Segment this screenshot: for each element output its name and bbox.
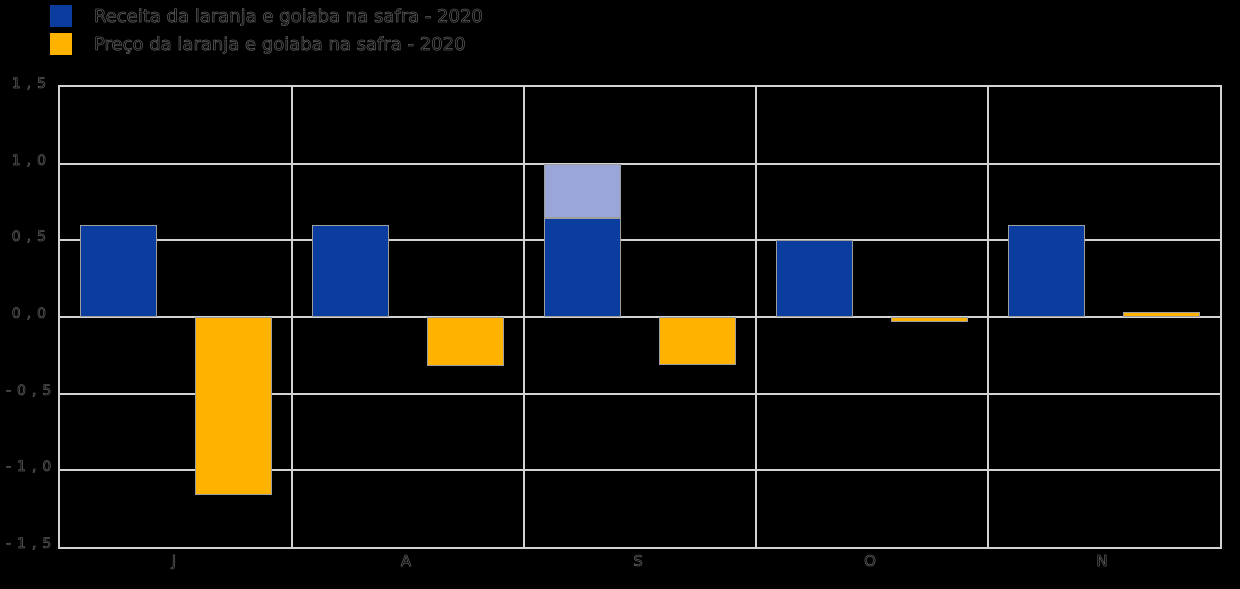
gridline-vertical — [987, 87, 989, 547]
y-tick-label: 0,5 — [11, 229, 52, 246]
x-tick-label: N — [1096, 552, 1108, 571]
bar-orange — [1123, 312, 1200, 317]
plot-area — [58, 85, 1222, 549]
y-tick-label: 1,5 — [11, 76, 52, 93]
gridline-vertical — [523, 87, 525, 547]
y-tick-label: 0,0 — [11, 306, 52, 323]
legend-label-blue: Receita da laranja e goiaba na safra - 2… — [94, 5, 483, 27]
bar-blue — [1008, 225, 1085, 317]
gridline-horizontal — [60, 316, 1220, 318]
bar-orange — [427, 317, 504, 367]
bar-blue — [80, 225, 157, 317]
x-tick-label: J — [171, 552, 177, 571]
y-tick-label: -0,5 — [6, 382, 58, 399]
legend-swatch-orange-icon — [50, 33, 72, 55]
bar-blue — [544, 218, 621, 317]
legend-swatch-blue-icon — [50, 5, 72, 27]
bar-blue — [776, 240, 853, 317]
legend-item-blue: Receita da laranja e goiaba na safra - 2… — [50, 4, 483, 28]
y-tick-label: -1,5 — [6, 536, 58, 553]
bar-orange — [891, 317, 968, 322]
chart-legend: Receita da laranja e goiaba na safra - 2… — [50, 4, 483, 60]
gridline-horizontal — [60, 469, 1220, 472]
gridline-horizontal — [60, 392, 1220, 395]
legend-label-orange: Preço da laranja e goiaba na safra - 202… — [94, 33, 466, 55]
y-tick-label: 1,0 — [11, 152, 52, 169]
gridline-vertical — [291, 87, 293, 547]
x-tick-label: S — [633, 552, 643, 571]
x-tick-label: O — [864, 552, 876, 571]
gridline-horizontal — [60, 162, 1220, 165]
bar-orange — [195, 317, 272, 495]
gridline-horizontal — [60, 239, 1220, 242]
bar-light-blue — [544, 163, 621, 219]
bar-blue — [312, 225, 389, 317]
y-tick-label: -1,0 — [6, 459, 58, 476]
legend-item-orange: Preço da laranja e goiaba na safra - 202… — [50, 32, 483, 56]
x-tick-label: A — [400, 552, 412, 571]
gridline-vertical — [755, 87, 757, 547]
bar-orange — [659, 317, 736, 365]
